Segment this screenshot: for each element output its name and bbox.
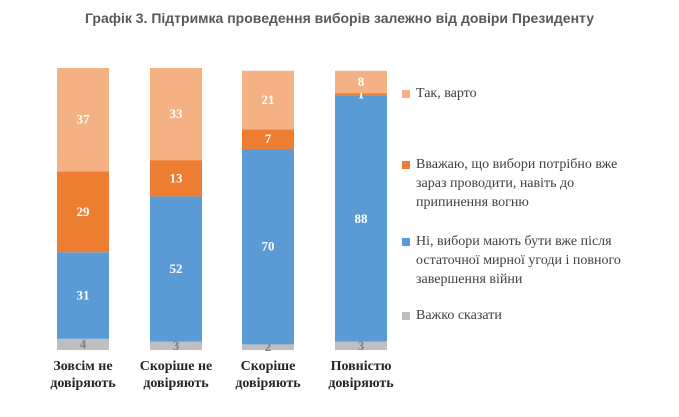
bar-segment bbox=[150, 341, 202, 350]
x-tick-label: Скоріше довіряють bbox=[235, 359, 301, 391]
legend-label: Важко сказати bbox=[416, 308, 502, 323]
bar-segment bbox=[150, 196, 202, 342]
bar-segment bbox=[150, 160, 202, 197]
bar-segment bbox=[335, 95, 387, 342]
bar-segment bbox=[242, 344, 294, 350]
bar-segment bbox=[335, 70, 387, 94]
value-label: 70 bbox=[262, 239, 275, 254]
x-tick-label: Зовсім не довіряють bbox=[50, 359, 116, 391]
bar-segment bbox=[57, 338, 109, 350]
value-label: 21 bbox=[262, 92, 275, 107]
bar-segment bbox=[57, 252, 109, 339]
value-label: 31 bbox=[77, 288, 90, 303]
bar-segment bbox=[242, 129, 294, 149]
x-tick-label: Скоріше не довіряють bbox=[139, 359, 213, 391]
value-label: 37 bbox=[77, 112, 91, 127]
legend-label: Так, варто bbox=[416, 86, 477, 101]
bar-segment bbox=[57, 171, 109, 253]
bar-segment bbox=[335, 93, 387, 96]
value-label: 3 bbox=[173, 338, 180, 353]
value-label: 7 bbox=[265, 131, 272, 146]
value-label: 1 bbox=[358, 87, 365, 102]
bar-segment bbox=[242, 70, 294, 130]
value-label: 33 bbox=[170, 106, 184, 121]
value-label: 2 bbox=[265, 339, 272, 354]
value-label: 3 bbox=[358, 338, 365, 353]
bar-segment bbox=[242, 148, 294, 345]
legend-swatch bbox=[402, 312, 410, 320]
value-label: 52 bbox=[170, 261, 183, 276]
value-label: 13 bbox=[170, 170, 184, 185]
chart-title: Графік 3. Підтримка проведення виборів з… bbox=[84, 10, 595, 26]
value-label: 4 bbox=[80, 336, 87, 351]
legend-swatch bbox=[402, 161, 410, 169]
legend-swatch bbox=[402, 238, 410, 246]
value-label: 88 bbox=[355, 211, 369, 226]
legend-label: Вважаю, що вибори потрібно вже зараз про… bbox=[416, 157, 618, 210]
x-tick-label: Повністю довіряють bbox=[328, 359, 394, 391]
legend-label: Ні, вибори мають бути вже після остаточн… bbox=[416, 234, 621, 287]
bar-segment bbox=[57, 68, 109, 172]
bar-segment bbox=[335, 341, 387, 350]
legend-swatch bbox=[402, 90, 410, 98]
value-label: 29 bbox=[77, 204, 91, 219]
value-label: 8 bbox=[358, 74, 365, 89]
bar-segment bbox=[150, 68, 202, 161]
